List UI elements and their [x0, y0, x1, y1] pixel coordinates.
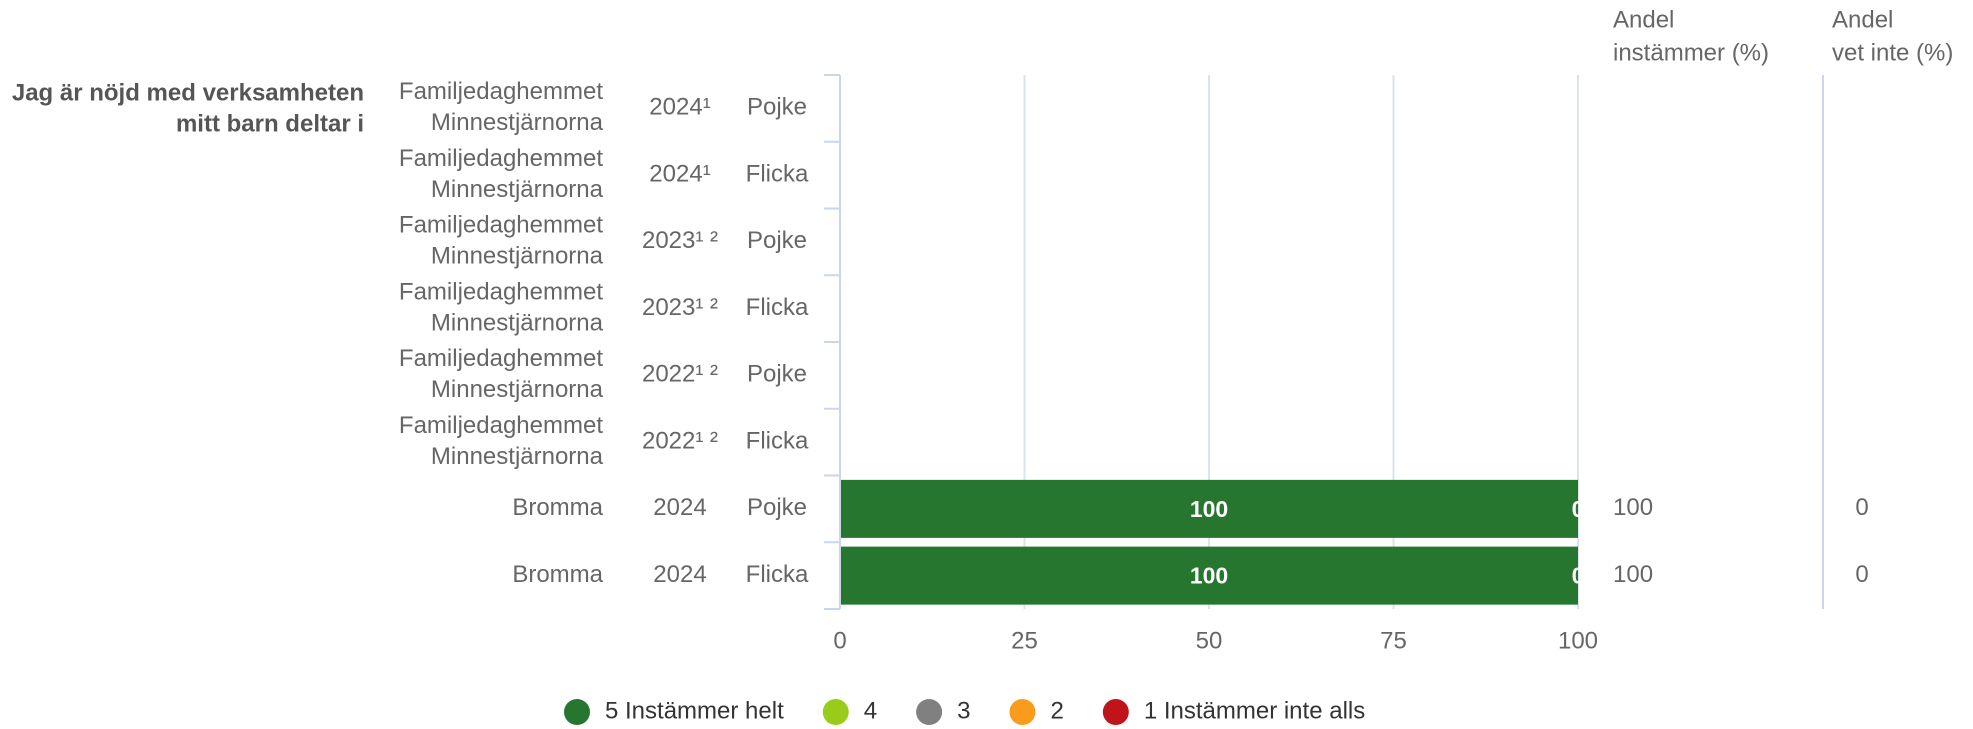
legend-marker	[1102, 699, 1129, 725]
column-header: Andel	[1613, 6, 1674, 33]
legend-label: 3	[957, 697, 970, 724]
legend-marker	[1009, 699, 1036, 725]
data-label: 100	[1190, 496, 1228, 522]
legend-label: 5 Instämmer helt	[605, 697, 784, 724]
data-label: 0	[1572, 563, 1585, 589]
year-label: 2024	[653, 561, 706, 588]
unit-label: Familjedaghemmet	[399, 278, 603, 305]
gender-label: Pojke	[747, 94, 807, 121]
unit-label: Familjedaghemmet	[399, 78, 603, 105]
legend-marker	[822, 699, 849, 725]
column-value: 100	[1613, 561, 1653, 588]
legend-marker	[564, 699, 590, 725]
year-label: 2023¹ ²	[642, 294, 718, 321]
gender-label: Pojke	[747, 227, 807, 254]
question-label: Jag är nöjd med verksamheten	[12, 79, 364, 106]
question-label: mitt barn deltar i	[176, 110, 364, 137]
column-value: 0	[1855, 561, 1868, 588]
column-value: 100	[1613, 494, 1653, 521]
column-header: vet inte (%)	[1832, 39, 1953, 66]
x-tick-label: 25	[1011, 627, 1038, 654]
legend-label: 4	[864, 697, 877, 724]
year-label: 2024¹	[649, 94, 710, 121]
gender-label: Pojke	[747, 361, 807, 388]
bar	[841, 479, 1578, 538]
x-tick-label: 0	[833, 627, 846, 654]
legend-label: 2	[1050, 697, 1063, 724]
year-label: 2022¹ ²	[642, 361, 718, 388]
year-label: 2023¹ ²	[642, 227, 718, 254]
gender-label: Flicka	[746, 160, 809, 187]
unit-label: Familjedaghemmet	[399, 145, 603, 172]
unit-label: Familjedaghemmet	[399, 412, 603, 439]
unit-label: Familjedaghemmet	[399, 345, 603, 372]
year-label: 2024	[653, 494, 706, 521]
column-header: instämmer (%)	[1613, 39, 1769, 66]
gender-label: Flicka	[746, 294, 809, 321]
unit-label: Minnestjärnorna	[431, 309, 604, 336]
gender-label: Flicka	[746, 561, 809, 588]
x-tick-label: 75	[1380, 627, 1407, 654]
data-label: 0	[1572, 496, 1585, 522]
unit-label: Minnestjärnorna	[431, 109, 604, 136]
unit-label: Minnestjärnorna	[431, 443, 604, 470]
column-header: Andel	[1832, 6, 1893, 33]
x-tick-label: 50	[1196, 627, 1223, 654]
gender-label: Flicka	[746, 427, 809, 454]
gender-label: Pojke	[747, 494, 807, 521]
unit-label: Minnestjärnorna	[431, 243, 604, 270]
x-tick-label: 100	[1558, 627, 1598, 654]
unit-label: Bromma	[512, 494, 603, 521]
bar	[841, 546, 1578, 605]
column-value: 0	[1855, 494, 1868, 521]
unit-label: Minnestjärnorna	[431, 176, 604, 203]
legend-label: 1 Instämmer inte alls	[1144, 697, 1365, 724]
unit-label: Bromma	[512, 561, 603, 588]
year-label: 2024¹	[649, 160, 710, 187]
unit-label: Familjedaghemmet	[399, 212, 603, 239]
data-label: 100	[1190, 563, 1228, 589]
year-label: 2022¹ ²	[642, 427, 718, 454]
legend-marker	[916, 699, 943, 725]
unit-label: Minnestjärnorna	[431, 376, 604, 403]
